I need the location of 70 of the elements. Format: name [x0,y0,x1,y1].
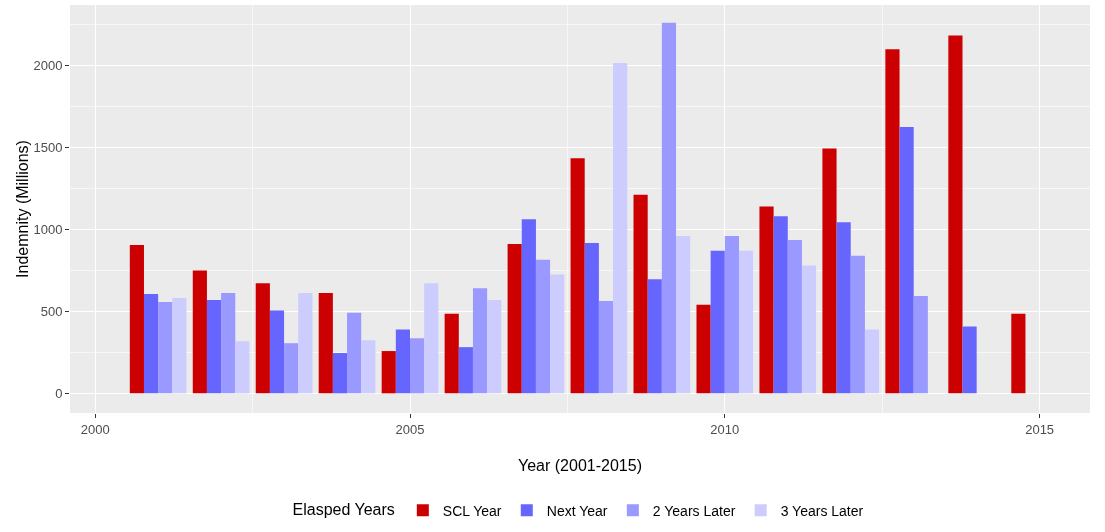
bar [787,239,802,394]
bar [885,49,900,394]
bar [507,243,522,394]
legend-label: 2 Years Later [652,502,736,519]
bar [172,297,187,394]
bar [129,244,144,394]
bar [598,300,614,394]
bar [661,22,677,394]
y-tick-label: 1000 [33,222,63,238]
bar [143,294,159,394]
bar [381,351,396,394]
bar [458,347,473,394]
bar [773,216,788,394]
bar [801,265,817,394]
bar [759,206,774,394]
bar [710,250,725,394]
bar [410,338,425,394]
x-tick-label: 2000 [80,421,110,437]
bar [948,35,963,394]
legend-label: 3 Years Later [780,502,864,519]
bar [255,283,270,394]
bar [298,293,313,394]
bar [535,259,551,394]
bar [444,313,459,394]
bar [836,222,851,394]
bar [395,329,410,394]
bar [472,288,488,394]
bar [647,279,662,394]
bar [570,158,585,394]
bar [235,341,250,394]
bar [332,353,348,394]
x-tick-label: 2010 [710,421,740,437]
bar [284,343,299,394]
bar [1011,313,1026,394]
bar [962,326,977,394]
bar [899,126,914,394]
bar [318,293,333,394]
y-axis-title: Indemnity (Millions) [14,140,31,278]
legend-label: SCL Year [442,502,502,519]
bar [822,148,837,394]
legend-label: Next Year [546,502,608,519]
bar [221,293,236,394]
bar [696,304,711,394]
bar [487,299,502,394]
y-tick-label: 2000 [33,58,63,74]
bar [158,301,173,394]
bar [613,63,628,394]
bar [521,219,536,394]
bar [864,329,880,394]
bar [913,296,928,394]
bar [676,236,691,394]
legend-title: Elasped Years [292,501,395,519]
bar [206,299,222,394]
y-tick-label: 500 [40,303,63,319]
bar [724,236,739,394]
bar [347,312,362,394]
bar [584,242,599,394]
bar [738,250,754,394]
bar [633,194,648,394]
bar [550,274,565,394]
bar [361,340,376,394]
bar [269,310,285,394]
x-tick-label: 2005 [395,421,425,437]
x-tick-label: 2015 [1025,421,1055,437]
bar [424,283,439,394]
x-axis-title: Year (2001-2015) [518,457,642,474]
y-tick-label: 1500 [33,140,63,156]
y-tick-label: 0 [55,385,63,401]
bar [850,255,865,394]
bar [192,270,207,394]
